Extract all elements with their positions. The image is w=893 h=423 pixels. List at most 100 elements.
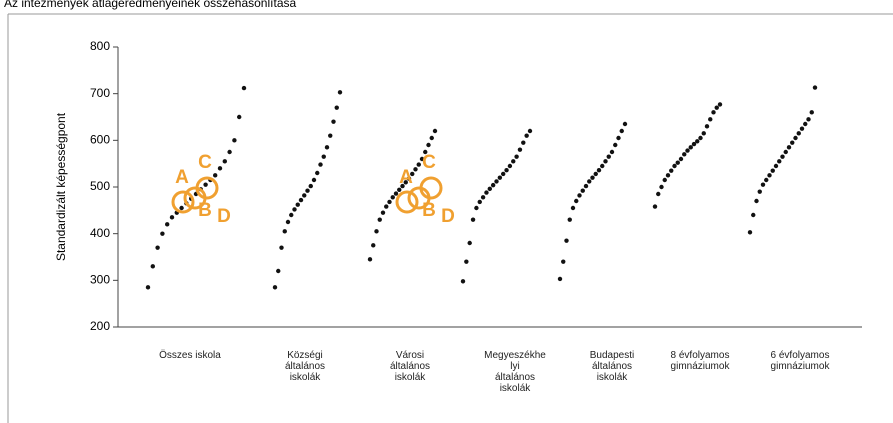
dot — [237, 114, 242, 120]
dot — [289, 212, 294, 218]
dot — [704, 124, 710, 129]
dot — [524, 133, 529, 138]
dot — [423, 149, 428, 155]
dot — [564, 238, 569, 243]
dot — [426, 142, 431, 148]
dot — [669, 168, 674, 173]
chart-title: Az intézmények átlageredményeinek összeh… — [4, 0, 296, 10]
x-tick-label: 8 évfolyamos gimnáziumok — [670, 350, 730, 372]
dot — [783, 149, 788, 155]
dot — [467, 240, 472, 246]
dot — [460, 279, 466, 284]
dot — [241, 85, 247, 91]
dot — [708, 117, 713, 122]
dot — [179, 205, 184, 211]
dot — [701, 131, 706, 136]
dot — [780, 154, 785, 159]
dot — [561, 259, 566, 264]
annotation-label: C — [198, 152, 212, 173]
x-tick-label: Községi általános iskolák — [284, 350, 326, 383]
dot — [613, 142, 618, 148]
dot — [587, 179, 592, 184]
dot — [165, 222, 170, 227]
dot — [767, 173, 772, 178]
dot — [400, 183, 405, 189]
dot — [688, 145, 693, 150]
y-tick-label: 200 — [90, 319, 110, 333]
dot — [380, 210, 386, 215]
dot — [507, 163, 513, 169]
dot — [511, 159, 516, 164]
dot — [390, 195, 395, 200]
dot — [331, 119, 336, 124]
dot — [487, 186, 492, 192]
dot — [305, 188, 310, 193]
dot — [480, 195, 486, 200]
annotation-label: C — [422, 152, 436, 173]
dot — [698, 135, 703, 141]
dot — [377, 217, 382, 222]
dot — [773, 163, 779, 169]
dot — [384, 204, 389, 209]
dot — [711, 110, 716, 115]
dot — [337, 90, 343, 95]
dot — [521, 140, 526, 145]
dot — [497, 175, 503, 180]
dot — [150, 264, 155, 269]
dot — [160, 231, 165, 236]
dot — [328, 133, 333, 138]
y-tick-label: 700 — [90, 86, 110, 100]
dot — [570, 205, 576, 211]
dot — [747, 230, 753, 235]
dot — [580, 188, 585, 193]
dot — [504, 168, 509, 173]
dot — [714, 105, 719, 110]
dot — [393, 191, 399, 196]
dot — [514, 154, 519, 159]
dot — [652, 204, 658, 209]
dot — [803, 121, 808, 127]
dot — [285, 219, 291, 225]
dot — [659, 184, 664, 190]
dot — [416, 162, 421, 167]
dot — [397, 187, 402, 192]
dot — [410, 171, 415, 177]
dot — [751, 212, 756, 218]
dot — [577, 193, 582, 198]
dot — [308, 183, 313, 189]
y-tick-label: 500 — [90, 179, 110, 193]
dot — [619, 128, 624, 134]
dot — [790, 140, 795, 145]
dot — [318, 162, 323, 167]
dot — [622, 121, 628, 127]
y-tick-label: 800 — [90, 39, 110, 53]
dot — [517, 147, 523, 152]
annotation-label: B — [422, 200, 436, 221]
dot — [374, 229, 379, 234]
dot — [786, 145, 792, 150]
dot — [675, 160, 680, 165]
dot — [464, 259, 469, 264]
dot — [812, 85, 818, 90]
annotation-label: A — [175, 167, 189, 188]
dot — [764, 177, 769, 183]
dot — [494, 179, 499, 184]
dot — [806, 117, 811, 122]
dot — [796, 131, 801, 136]
dot — [406, 176, 412, 181]
y-tick-label: 300 — [90, 273, 110, 287]
dot — [227, 149, 232, 155]
dot — [315, 170, 320, 176]
dot — [279, 245, 284, 250]
dot — [760, 182, 766, 187]
dot — [367, 257, 373, 262]
dot — [616, 135, 621, 141]
dot — [678, 156, 684, 162]
dot — [606, 154, 611, 159]
dot — [609, 149, 615, 155]
dot — [490, 182, 496, 188]
dot — [682, 152, 687, 157]
dot — [222, 159, 227, 164]
